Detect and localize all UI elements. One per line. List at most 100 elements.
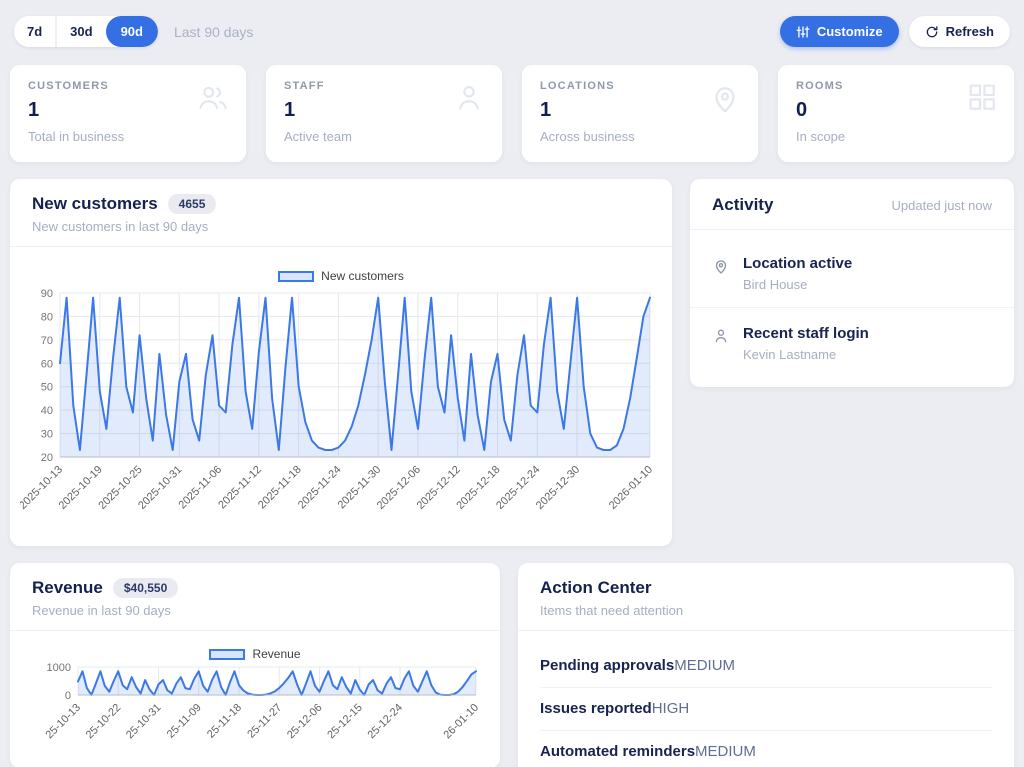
activity-header: Activity Updated just now — [690, 179, 1014, 230]
severity-badge: MEDIUM — [695, 743, 756, 760]
topbar: 7d 30d 90d Last 90 days Customize — [0, 0, 1024, 61]
activity-item-title: Location active — [743, 255, 853, 272]
card-title: New customers — [32, 194, 158, 213]
customize-label: Customize — [816, 24, 883, 39]
stat-value: 1 — [284, 99, 296, 121]
new-customers-card: New customers 4655 New customers in last… — [10, 179, 672, 546]
map-pin-icon — [712, 257, 730, 292]
range-7d-button[interactable]: 7d — [14, 16, 56, 47]
stat-card-customers: CUSTOMERS 1 Total in business — [10, 65, 246, 162]
sliders-icon — [796, 25, 810, 39]
stat-value: 0 — [796, 99, 808, 121]
topbar-actions: Customize Refresh — [779, 16, 1010, 47]
stat-label: CUSTOMERS — [28, 80, 109, 92]
svg-text:25-10-31: 25-10-31 — [124, 702, 164, 742]
user-icon — [452, 81, 486, 120]
action-center-card: Action Center Items that need attention … — [518, 563, 1014, 767]
action-item-automated-reminders: Automated reminders MEDIUM — [540, 730, 992, 767]
svg-text:70: 70 — [41, 335, 53, 347]
card-subtitle: Items that need attention — [540, 603, 684, 618]
stat-caption: Total in business — [28, 129, 125, 144]
severity-badge: MEDIUM — [674, 657, 736, 674]
stat-caption: In scope — [796, 129, 846, 144]
revenue-chart-area: Revenue 0 1000 25-10-13 25-10-22 25-10-31 25-… — [10, 631, 500, 767]
activity-list: Location active Bird House Recent staff … — [690, 230, 1014, 387]
chart-legend: New customers — [20, 269, 662, 283]
stat-card-locations: LOCATIONS 1 Across business — [522, 65, 758, 162]
activity-title: Activity — [712, 195, 774, 214]
svg-text:2026-01-10: 2026-01-10 — [607, 464, 655, 512]
refresh-button[interactable]: Refresh — [908, 16, 1010, 47]
svg-text:25-11-18: 25-11-18 — [205, 702, 244, 741]
stat-label: LOCATIONS — [540, 80, 615, 92]
range-90d-button[interactable]: 90d — [105, 16, 158, 47]
svg-text:60: 60 — [41, 358, 53, 370]
svg-text:25-12-15: 25-12-15 — [325, 702, 365, 742]
card-subtitle: Revenue in last 90 days — [32, 603, 171, 618]
action-item-issues-reported: Issues reported HIGH — [540, 687, 992, 730]
stats-row: CUSTOMERS 1 Total in business STAFF 1 Ac… — [10, 65, 1014, 162]
action-center-header: Action Center Items that need attention — [518, 563, 1014, 631]
svg-text:26-01-10: 26-01-10 — [441, 702, 481, 742]
svg-text:20: 20 — [41, 452, 53, 464]
users-icon — [196, 81, 230, 120]
refresh-icon — [925, 25, 939, 39]
legend-swatch — [278, 270, 315, 282]
action-item-pending-approvals: Pending approvals MEDIUM — [540, 645, 992, 687]
new-customers-chart: 20304050607080902025-10-132025-10-192025… — [17, 288, 655, 512]
svg-text:50: 50 — [41, 382, 53, 394]
svg-text:30: 30 — [41, 429, 53, 441]
card-title: Action Center — [540, 578, 652, 597]
activity-card: Activity Updated just now Location activ… — [690, 179, 1014, 387]
stat-card-rooms: ROOMS 0 In scope — [778, 65, 1014, 162]
activity-updated: Updated just now — [891, 197, 992, 213]
user-icon — [712, 327, 730, 362]
refresh-label: Refresh — [945, 24, 994, 39]
range-30d-button[interactable]: 30d — [55, 16, 106, 47]
action-list: Pending approvals MEDIUM Issues reported… — [518, 631, 1014, 767]
revenue-header: Revenue $40,550 Revenue in last 90 days — [10, 563, 500, 631]
svg-text:80: 80 — [41, 311, 53, 323]
action-item-label: Automated reminders — [540, 743, 696, 760]
activity-item-location: Location active Bird House — [690, 238, 1014, 307]
legend-label: Revenue — [252, 647, 301, 661]
svg-text:25-10-22: 25-10-22 — [84, 702, 124, 742]
stat-label: ROOMS — [796, 80, 844, 92]
svg-text:25-10-13: 25-10-13 — [43, 702, 83, 742]
range-caption: Last 90 days — [173, 23, 254, 40]
svg-text:90: 90 — [41, 288, 53, 300]
new-customers-chart-area: New customers 20 30 40 50 60 70 80 90 2025-10-13… — [10, 247, 672, 546]
chart-legend: Revenue — [20, 647, 490, 661]
stat-label: STAFF — [284, 80, 325, 92]
legend-label: New customers — [321, 269, 404, 283]
svg-text:25-12-24: 25-12-24 — [365, 702, 405, 742]
stat-card-staff: STAFF 1 Active team — [266, 65, 502, 162]
svg-text:0: 0 — [65, 690, 71, 702]
revenue-card: Revenue $40,550 Revenue in last 90 days … — [10, 563, 500, 767]
activity-item-subtitle: Kevin Lastname — [743, 347, 837, 362]
stat-caption: Active team — [284, 129, 352, 144]
action-item-label: Pending approvals — [540, 657, 675, 674]
card-subtitle: New customers in last 90 days — [32, 219, 209, 234]
svg-text:25-11-09: 25-11-09 — [165, 702, 204, 741]
grid-icon — [966, 81, 998, 118]
svg-text:40: 40 — [41, 405, 53, 417]
svg-text:25-11-27: 25-11-27 — [245, 702, 284, 741]
severity-badge: HIGH — [651, 700, 690, 717]
legend-swatch — [209, 648, 246, 660]
stat-value: 1 — [28, 99, 40, 121]
activity-item-title: Recent staff login — [743, 325, 869, 342]
stat-value: 1 — [540, 99, 552, 121]
stat-caption: Across business — [540, 129, 635, 144]
count-badge: 4655 — [167, 194, 217, 214]
date-range-selector: 7d 30d 90d — [14, 16, 158, 47]
svg-text:1000: 1000 — [47, 662, 71, 674]
activity-item-subtitle: Bird House — [743, 277, 808, 292]
card-title: Revenue — [32, 578, 103, 597]
customize-button[interactable]: Customize — [779, 16, 899, 47]
svg-text:25-12-06: 25-12-06 — [285, 702, 325, 742]
main-row: New customers 4655 New customers in last… — [10, 179, 1014, 546]
action-item-label: Issues reported — [540, 700, 652, 717]
